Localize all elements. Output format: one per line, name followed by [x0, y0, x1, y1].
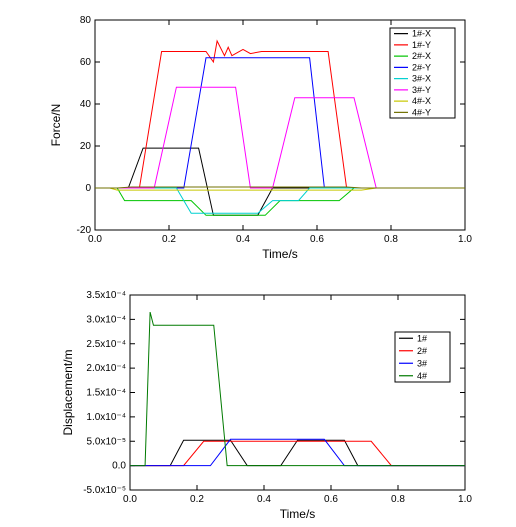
y-tick-label: 40	[80, 99, 92, 110]
series-line	[130, 440, 465, 465]
x-axis-label: Time/s	[280, 507, 316, 521]
plot-area	[130, 295, 465, 490]
x-tick-label: 0.8	[391, 494, 405, 505]
series-line	[130, 439, 465, 465]
x-tick-label: 0.4	[236, 234, 250, 245]
y-tick-label: 0	[85, 183, 91, 194]
x-axis-label: Time/s	[262, 247, 298, 261]
y-tick-label: 60	[80, 57, 92, 68]
x-tick-label: 0.8	[384, 234, 398, 245]
y-axis-label: Force/N	[49, 104, 63, 147]
series-line	[95, 188, 465, 215]
legend-label: 4#-Y	[412, 107, 431, 117]
x-tick-label: 0.2	[190, 494, 204, 505]
y-axis-label: Displacement/m	[61, 349, 75, 435]
y-tick-label: 2.5x10⁻⁴	[86, 339, 126, 350]
legend-label: 1#	[417, 333, 427, 343]
legend-label: 1#-Y	[412, 40, 431, 50]
y-tick-label: -20	[77, 225, 92, 236]
legend-label: 2#-X	[412, 51, 431, 61]
legend-label: 4#	[417, 371, 427, 381]
legend-label: 3#-Y	[412, 85, 431, 95]
x-tick-label: 0.2	[162, 234, 176, 245]
legend-label: 4#-X	[412, 96, 431, 106]
y-tick-label: 3.0x10⁻⁴	[86, 314, 126, 325]
y-tick-label: 2.0x10⁻⁴	[86, 363, 126, 374]
series-line	[130, 441, 465, 465]
x-tick-label: 1.0	[458, 494, 472, 505]
legend-label: 1#-X	[412, 29, 431, 39]
y-tick-label: 0.0	[112, 461, 126, 472]
y-tick-label: 1.0x10⁻⁴	[86, 412, 126, 423]
legend-label: 2#	[417, 346, 427, 356]
y-tick-label: 5.0x10⁻⁵	[87, 436, 126, 447]
y-tick-label: 80	[80, 15, 92, 26]
y-tick-label: -5.0x10⁻⁵	[83, 485, 126, 496]
legend-label: 3#	[417, 358, 427, 368]
x-tick-label: 0.6	[310, 234, 324, 245]
legend-label: 2#-Y	[412, 62, 431, 72]
y-tick-label: 1.5x10⁻⁴	[86, 388, 126, 399]
legend-label: 3#-X	[412, 74, 431, 84]
x-tick-label: 0.6	[324, 494, 338, 505]
x-tick-label: 1.0	[458, 234, 472, 245]
x-tick-label: 0.4	[257, 494, 271, 505]
y-tick-label: 3.5x10⁻⁴	[86, 290, 126, 301]
y-tick-label: 20	[80, 141, 92, 152]
